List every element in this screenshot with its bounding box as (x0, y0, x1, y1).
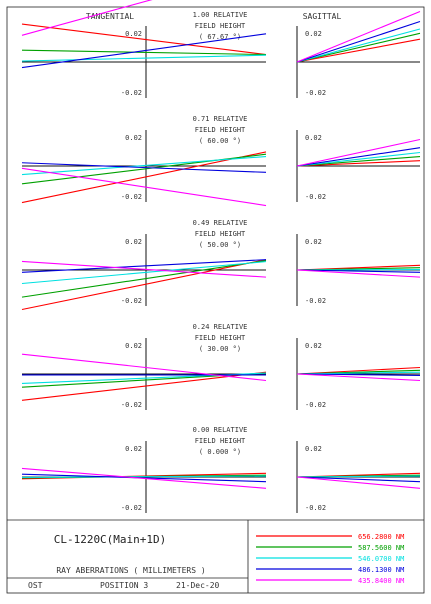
tangential-label: TANGENTIAL (86, 12, 134, 21)
legend-label: 435.8400 NM (358, 577, 404, 585)
tangential-curve (22, 260, 266, 310)
sagittal-tick-top: 0.02 (305, 238, 322, 246)
field-relative-label: 0.71 RELATIVE (193, 115, 248, 123)
field-relative-label: 1.00 RELATIVE (193, 11, 248, 19)
position-label: POSITION 3 (100, 581, 148, 590)
tangential-tick-bottom: -0.02 (121, 193, 142, 201)
tangential-tick-top: 0.02 (125, 134, 142, 142)
sagittal-tick-bottom: -0.02 (305, 89, 326, 97)
legend-label: 587.5600 NM (358, 544, 404, 552)
legend-label: 656.2800 NM (358, 533, 404, 541)
tangential-curve (22, 163, 266, 173)
field-relative-label: 0.00 RELATIVE (193, 426, 248, 434)
tangential-curve (22, 261, 266, 277)
sagittal-tick-top: 0.02 (305, 445, 322, 453)
field-angle-label: ( 30.00 °) (199, 345, 241, 353)
field-height-label: FIELD HEIGHT (195, 437, 246, 445)
tangential-tick-bottom: -0.02 (121, 401, 142, 409)
date-label: 21-Dec-20 (176, 581, 220, 590)
sagittal-tick-top: 0.02 (305, 134, 322, 142)
tangential-curve (22, 154, 266, 184)
sagittal-curve (297, 39, 420, 62)
sagittal-tick-top: 0.02 (305, 30, 322, 38)
tangential-curve (22, 168, 266, 205)
sagittal-tick-bottom: -0.02 (305, 401, 326, 409)
sagittal-tick-top: 0.02 (305, 342, 322, 350)
legend-label: 486.1300 NM (358, 566, 404, 574)
tangential-tick-bottom: -0.02 (121, 89, 142, 97)
field-angle-label: ( 0.000 °) (199, 448, 241, 456)
field-height-label: FIELD HEIGHT (195, 334, 246, 342)
sagittal-label: SAGITTAL (303, 12, 342, 21)
sagittal-tick-bottom: -0.02 (305, 297, 326, 305)
tangential-curve (22, 354, 266, 380)
tangential-tick-top: 0.02 (125, 238, 142, 246)
legend-label: 546.0700 NM (358, 555, 404, 563)
sagittal-curve (297, 153, 420, 166)
tangential-curve (22, 55, 266, 61)
field-panel-1: 0.02 -0.02 0.02 -0.02 0.71 RELATIVE FIELD HEI… (22, 115, 420, 206)
field-panel-4: 0.02 -0.02 0.02 -0.02 0.00 RELATIVE FIELD HEI… (22, 426, 420, 513)
field-panel-3: 0.02 -0.02 0.02 -0.02 0.24 RELATIVE FIELD HEI… (22, 323, 420, 410)
field-angle-label: ( 50.00 °) (199, 241, 241, 249)
field-height-label: FIELD HEIGHT (195, 230, 246, 238)
plot-title: RAY ABERRATIONS ( MILLIMETERS ) (56, 566, 205, 575)
sagittal-curve (297, 22, 420, 62)
tangential-curve (22, 262, 266, 284)
sagittal-curve (297, 477, 420, 482)
field-relative-label: 0.24 RELATIVE (193, 323, 248, 331)
field-height-label: FIELD HEIGHT (195, 126, 246, 134)
design-name: CL-1220C(Main+1D) (54, 533, 167, 546)
tangential-tick-top: 0.02 (125, 445, 142, 453)
field-height-label: FIELD HEIGHT (195, 22, 246, 30)
tangential-tick-bottom: -0.02 (121, 297, 142, 305)
field-relative-label: 0.49 RELATIVE (193, 219, 248, 227)
field-panels: 0.02 -0.02 0.02 -0.02 1.00 RELATIVE FIELD HEI… (22, 0, 420, 513)
field-panel-2: 0.02 -0.02 0.02 -0.02 0.49 RELATIVE FIELD HEI… (22, 219, 420, 310)
tangential-tick-bottom: -0.02 (121, 504, 142, 512)
ost-label: OST (28, 581, 43, 590)
sagittal-curve (297, 477, 420, 488)
wavelength-legend: 656.2800 NM 587.5600 NM 546.0700 NM 486.130… (256, 533, 404, 585)
tangential-tick-top: 0.02 (125, 342, 142, 350)
sagittal-tick-bottom: -0.02 (305, 193, 326, 201)
field-angle-label: ( 60.00 °) (199, 137, 241, 145)
sagittal-tick-bottom: -0.02 (305, 504, 326, 512)
